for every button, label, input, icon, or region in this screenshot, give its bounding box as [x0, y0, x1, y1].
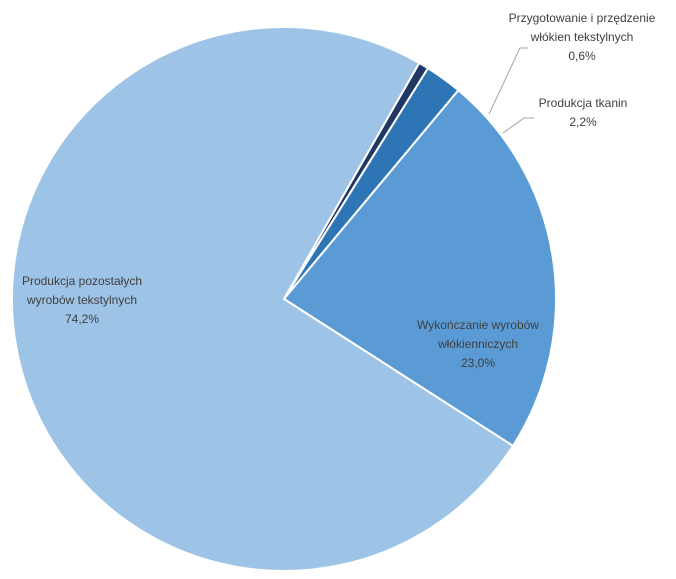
slice-value-label: 0,6% [568, 49, 596, 63]
slice-name-line: włókien tekstylnych [530, 30, 634, 44]
leader-line-1 [488, 47, 528, 115]
slice-label-1: Przygotowanie i przędzenie włókien teksty… [509, 11, 656, 63]
slice-name-line: włókienniczych [437, 337, 518, 351]
slice-label-2: Produkcja tkanin 2,2% [539, 96, 628, 129]
slice-name-line: wyrobów tekstylnych [26, 293, 137, 307]
slice-label-3: Wykończanie wyrobów włókienniczych 23,0% [417, 318, 539, 370]
labels-layer: Przygotowanie i przędzenie włókien teksty… [22, 11, 656, 370]
slice-value-label: 23,0% [461, 356, 495, 370]
slice-name-line: Produkcja pozostałych [22, 274, 142, 288]
pie-slice-3 [283, 89, 557, 447]
pie-slice-4 [11, 26, 514, 572]
slice-name-line: Przygotowanie i przędzenie [509, 11, 656, 25]
slices-layer [11, 26, 557, 572]
slice-name-line: Wykończanie wyrobów [417, 318, 539, 332]
slice-value-label: 2,2% [569, 115, 597, 129]
slice-name-line: Produkcja tkanin [539, 96, 628, 110]
leader-lines-layer [488, 47, 534, 134]
slice-value-label: 74,2% [65, 312, 99, 326]
slice-label-4: Produkcja pozostałych wyrobów tekstylnych… [22, 274, 142, 326]
leader-line-2 [502, 117, 534, 134]
